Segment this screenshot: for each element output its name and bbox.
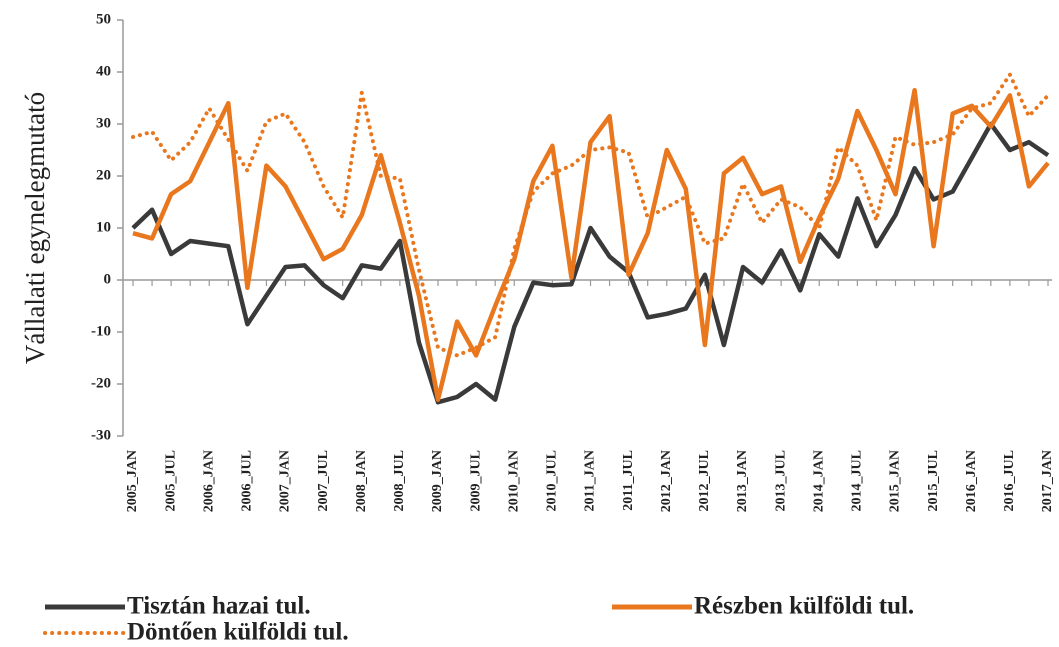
x-tick-label: 2012_JAN	[659, 450, 674, 512]
x-tick-label: 2015_JUL	[926, 450, 941, 511]
x-tick-label: 2006_JAN	[201, 450, 216, 512]
x-tick-label: 2013_JUL	[773, 450, 788, 511]
y-tick-label: 50	[96, 11, 111, 27]
x-tick-label: 2009_JAN	[430, 450, 445, 512]
y-tick-label: 30	[96, 115, 111, 131]
x-tick-label: 2008_JUL	[392, 450, 407, 511]
y-tick-label: 20	[96, 167, 111, 183]
y-tick-label: 10	[96, 219, 111, 235]
x-tick-label: 2013_JAN	[735, 450, 750, 512]
legend-label: Részben külföldi tul.	[694, 593, 914, 620]
x-tick-label: 2011_JUL	[621, 450, 636, 511]
x-tick-label: 2011_JAN	[583, 450, 598, 511]
y-tick-label: -20	[91, 375, 111, 391]
x-tick-label: 2015_JAN	[888, 450, 903, 512]
x-tick-label: 2014_JAN	[811, 450, 826, 512]
legend-label: Tisztán hazai tul.	[127, 593, 311, 620]
x-tick-label: 2016_JUL	[1002, 450, 1017, 511]
y-tick-label: 40	[96, 63, 111, 79]
x-tick-label: 2010_JUL	[545, 450, 560, 511]
legend-label: Döntően külföldi tul.	[127, 619, 349, 646]
x-tick-label: 2014_JUL	[850, 450, 865, 511]
series-line	[132, 87, 1050, 402]
x-tick-label: 2008_JAN	[354, 450, 369, 512]
x-tick-label: 2005_JUL	[163, 450, 178, 511]
x-tick-label: 2016_JAN	[964, 450, 979, 512]
x-tick-label: 2005_JAN	[125, 450, 140, 512]
y-tick-label: -10	[91, 323, 111, 339]
y-tick-label: 0	[104, 271, 112, 287]
x-tick-label: 2009_JUL	[468, 450, 483, 511]
y-tick-label: -30	[91, 427, 111, 443]
x-tick-label: 2010_JAN	[506, 450, 521, 512]
x-tick-label: 2007_JAN	[278, 450, 293, 512]
series-line	[131, 121, 1050, 405]
x-tick-label: 2007_JUL	[316, 450, 331, 511]
x-tick-label: 2006_JUL	[240, 450, 255, 511]
y-axis-label: Vállalati egynelegmutató	[20, 92, 50, 364]
x-tick-label: 2017_JAN	[1040, 450, 1055, 512]
x-tick-label: 2012_JUL	[697, 450, 712, 511]
